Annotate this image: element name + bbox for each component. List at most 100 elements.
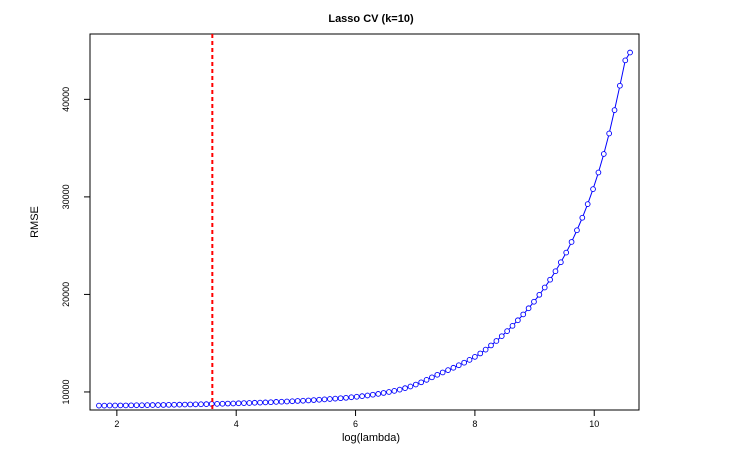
data-point bbox=[515, 317, 521, 324]
series-layer bbox=[96, 49, 633, 409]
data-point bbox=[96, 402, 102, 409]
data-point bbox=[310, 397, 317, 403]
data-point bbox=[579, 214, 586, 221]
data-point bbox=[370, 391, 376, 398]
data-point bbox=[176, 401, 183, 408]
data-point bbox=[214, 401, 220, 407]
data-point bbox=[584, 201, 591, 207]
data-point bbox=[273, 399, 280, 405]
data-point bbox=[251, 399, 258, 406]
data-point bbox=[611, 107, 618, 113]
data-point bbox=[257, 399, 263, 406]
data-point bbox=[622, 57, 629, 64]
data-point bbox=[267, 399, 274, 406]
data-point bbox=[600, 151, 607, 157]
data-point bbox=[461, 359, 468, 366]
data-point bbox=[353, 393, 360, 400]
series-line bbox=[98, 52, 631, 407]
data-point bbox=[472, 353, 478, 360]
data-point bbox=[171, 401, 177, 408]
data-point bbox=[606, 130, 613, 137]
data-point bbox=[219, 400, 226, 407]
data-point bbox=[284, 398, 290, 405]
y-axis: 10000 20000 30000 40000 bbox=[61, 87, 90, 404]
data-point bbox=[122, 402, 129, 409]
data-point bbox=[112, 402, 118, 409]
data-point bbox=[477, 350, 484, 357]
data-point bbox=[590, 186, 596, 192]
x-tick-label: 4 bbox=[234, 419, 239, 429]
data-point bbox=[187, 401, 194, 408]
data-point bbox=[192, 401, 199, 408]
data-point bbox=[225, 400, 231, 407]
data-point bbox=[133, 402, 140, 409]
data-point bbox=[595, 169, 602, 176]
x-tick-label: 6 bbox=[353, 419, 358, 429]
data-point bbox=[149, 402, 156, 408]
data-point bbox=[423, 377, 430, 383]
data-point bbox=[627, 49, 633, 56]
y-tick-label: 30000 bbox=[61, 184, 71, 209]
data-point bbox=[198, 401, 204, 408]
data-point bbox=[327, 396, 333, 402]
data-point bbox=[241, 400, 247, 406]
data-point bbox=[450, 364, 457, 371]
data-point bbox=[418, 379, 425, 386]
data-point bbox=[359, 393, 365, 400]
data-point bbox=[531, 298, 537, 305]
data-point bbox=[380, 390, 387, 396]
data-point bbox=[525, 305, 532, 312]
data-point bbox=[429, 374, 435, 381]
data-point bbox=[332, 395, 339, 402]
chart-title: Lasso CV (k=10) bbox=[328, 13, 414, 25]
data-point bbox=[321, 396, 328, 403]
data-point bbox=[262, 399, 269, 406]
data-point bbox=[106, 402, 113, 409]
data-point bbox=[617, 82, 623, 89]
data-point bbox=[455, 362, 462, 369]
data-point bbox=[343, 394, 349, 401]
data-point bbox=[488, 342, 494, 349]
data-point bbox=[557, 259, 564, 266]
data-point bbox=[160, 402, 167, 408]
data-point bbox=[364, 392, 371, 399]
x-axis: 2 4 6 8 10 bbox=[114, 410, 599, 429]
data-point bbox=[182, 401, 188, 408]
data-point bbox=[235, 400, 242, 407]
data-point bbox=[547, 276, 553, 283]
x-tick-label: 8 bbox=[472, 419, 477, 429]
data-point bbox=[552, 268, 559, 275]
x-tick-label: 10 bbox=[589, 419, 599, 429]
data-point bbox=[541, 284, 548, 291]
data-point bbox=[101, 402, 108, 409]
y-tick-label: 40000 bbox=[61, 87, 71, 112]
data-point bbox=[482, 346, 489, 353]
data-point bbox=[375, 391, 382, 397]
x-axis-label: log(lambda) bbox=[342, 432, 400, 444]
data-point bbox=[563, 249, 570, 256]
data-point bbox=[520, 311, 527, 318]
data-point bbox=[412, 381, 419, 388]
data-point bbox=[498, 333, 505, 340]
plot-area-frame bbox=[89, 33, 640, 411]
data-point bbox=[493, 338, 500, 344]
data-point bbox=[203, 401, 210, 408]
data-point bbox=[536, 291, 543, 298]
data-point bbox=[294, 398, 301, 404]
data-point bbox=[391, 388, 398, 394]
data-point bbox=[300, 397, 306, 404]
data-point bbox=[504, 328, 510, 334]
data-point bbox=[348, 394, 355, 401]
data-point bbox=[117, 402, 124, 409]
data-point bbox=[139, 402, 145, 409]
data-point bbox=[246, 400, 253, 406]
data-point bbox=[407, 383, 414, 390]
y-axis-label: RMSE bbox=[29, 206, 41, 238]
data-point bbox=[574, 227, 580, 234]
x-tick-label: 2 bbox=[114, 419, 119, 429]
data-point bbox=[445, 367, 451, 373]
data-point bbox=[509, 322, 516, 329]
data-point bbox=[230, 400, 237, 407]
